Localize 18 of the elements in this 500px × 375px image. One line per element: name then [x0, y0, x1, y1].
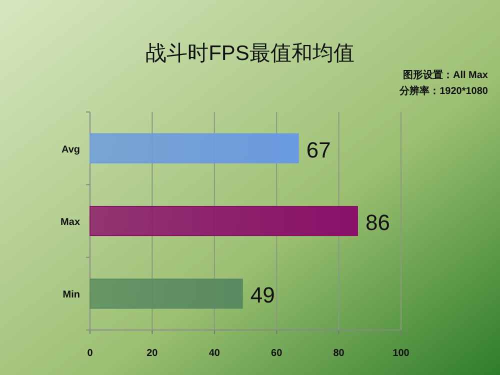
- x-tick-label: 60: [271, 348, 283, 359]
- chart-title: 战斗时FPS最值和均值: [146, 42, 354, 65]
- y-tick-label: Min: [62, 290, 80, 301]
- data-label: 67: [306, 137, 331, 162]
- data-label: 86: [365, 210, 390, 235]
- text: 图形设置：All Max: [402, 69, 488, 81]
- x-tick-label: 40: [208, 348, 220, 359]
- bar: [90, 278, 243, 309]
- x-tick-label: 100: [392, 348, 410, 359]
- y-tick-label: Avg: [61, 144, 80, 156]
- x-tick-label: 0: [87, 348, 94, 359]
- x-tick-label: 80: [333, 348, 345, 359]
- bar: [90, 133, 299, 164]
- data-label: 49: [250, 282, 275, 308]
- x-tick-label: 20: [146, 348, 158, 359]
- bar: [90, 206, 358, 236]
- text: 分辨率：1920*1080: [398, 85, 488, 97]
- y-tick-label: Max: [60, 217, 80, 228]
